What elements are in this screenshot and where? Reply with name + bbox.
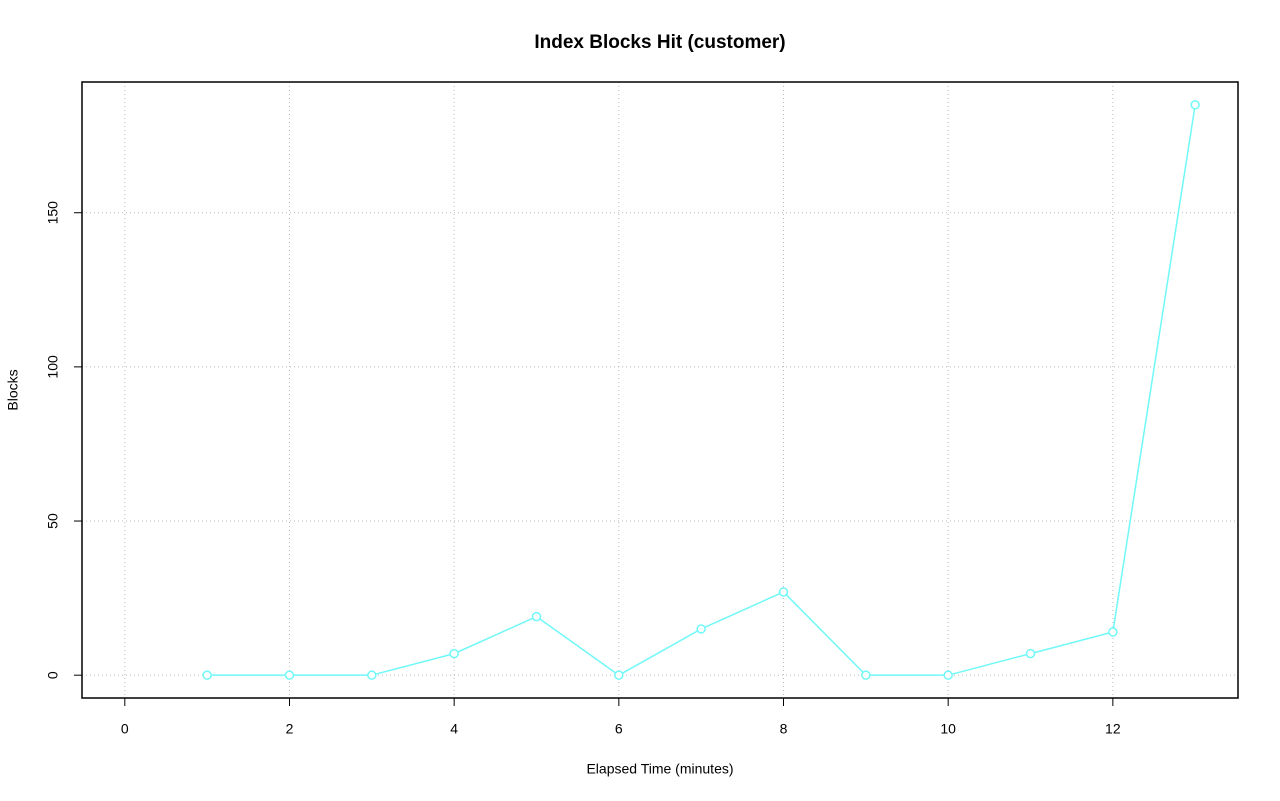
y-tick-label: 50: [45, 513, 61, 529]
data-point: [778, 587, 789, 597]
data-point: [202, 670, 212, 680]
x-tick-label: 10: [940, 721, 956, 737]
data-point: [943, 670, 953, 680]
data-point: [367, 670, 377, 680]
x-tick-label: 12: [1105, 721, 1121, 737]
data-point: [1108, 627, 1118, 637]
data-line: [207, 104, 1196, 677]
data-point: [531, 611, 542, 622]
x-tick-label: 0: [121, 721, 129, 737]
y-tick-label: 150: [45, 201, 61, 225]
data-point: [1025, 648, 1036, 659]
data-point: [614, 670, 624, 680]
x-tick-label: 8: [780, 721, 788, 737]
x-tick-label: 6: [615, 721, 623, 737]
data-point: [449, 648, 459, 659]
x-axis-label: Elapsed Time (minutes): [586, 761, 733, 777]
data-point: [861, 670, 871, 680]
plot-frame: [81, 81, 1239, 699]
y-tick-label: 100: [45, 355, 61, 379]
chart-title: Index Blocks Hit (customer): [534, 32, 785, 53]
data-point: [284, 670, 295, 680]
y-tick-label: 0: [45, 671, 61, 679]
x-tick-label: 4: [450, 721, 458, 737]
y-axis-label: Blocks: [5, 369, 21, 410]
data-point: [696, 624, 706, 634]
x-tick-label: 2: [286, 721, 294, 737]
data-point: [1190, 100, 1200, 110]
